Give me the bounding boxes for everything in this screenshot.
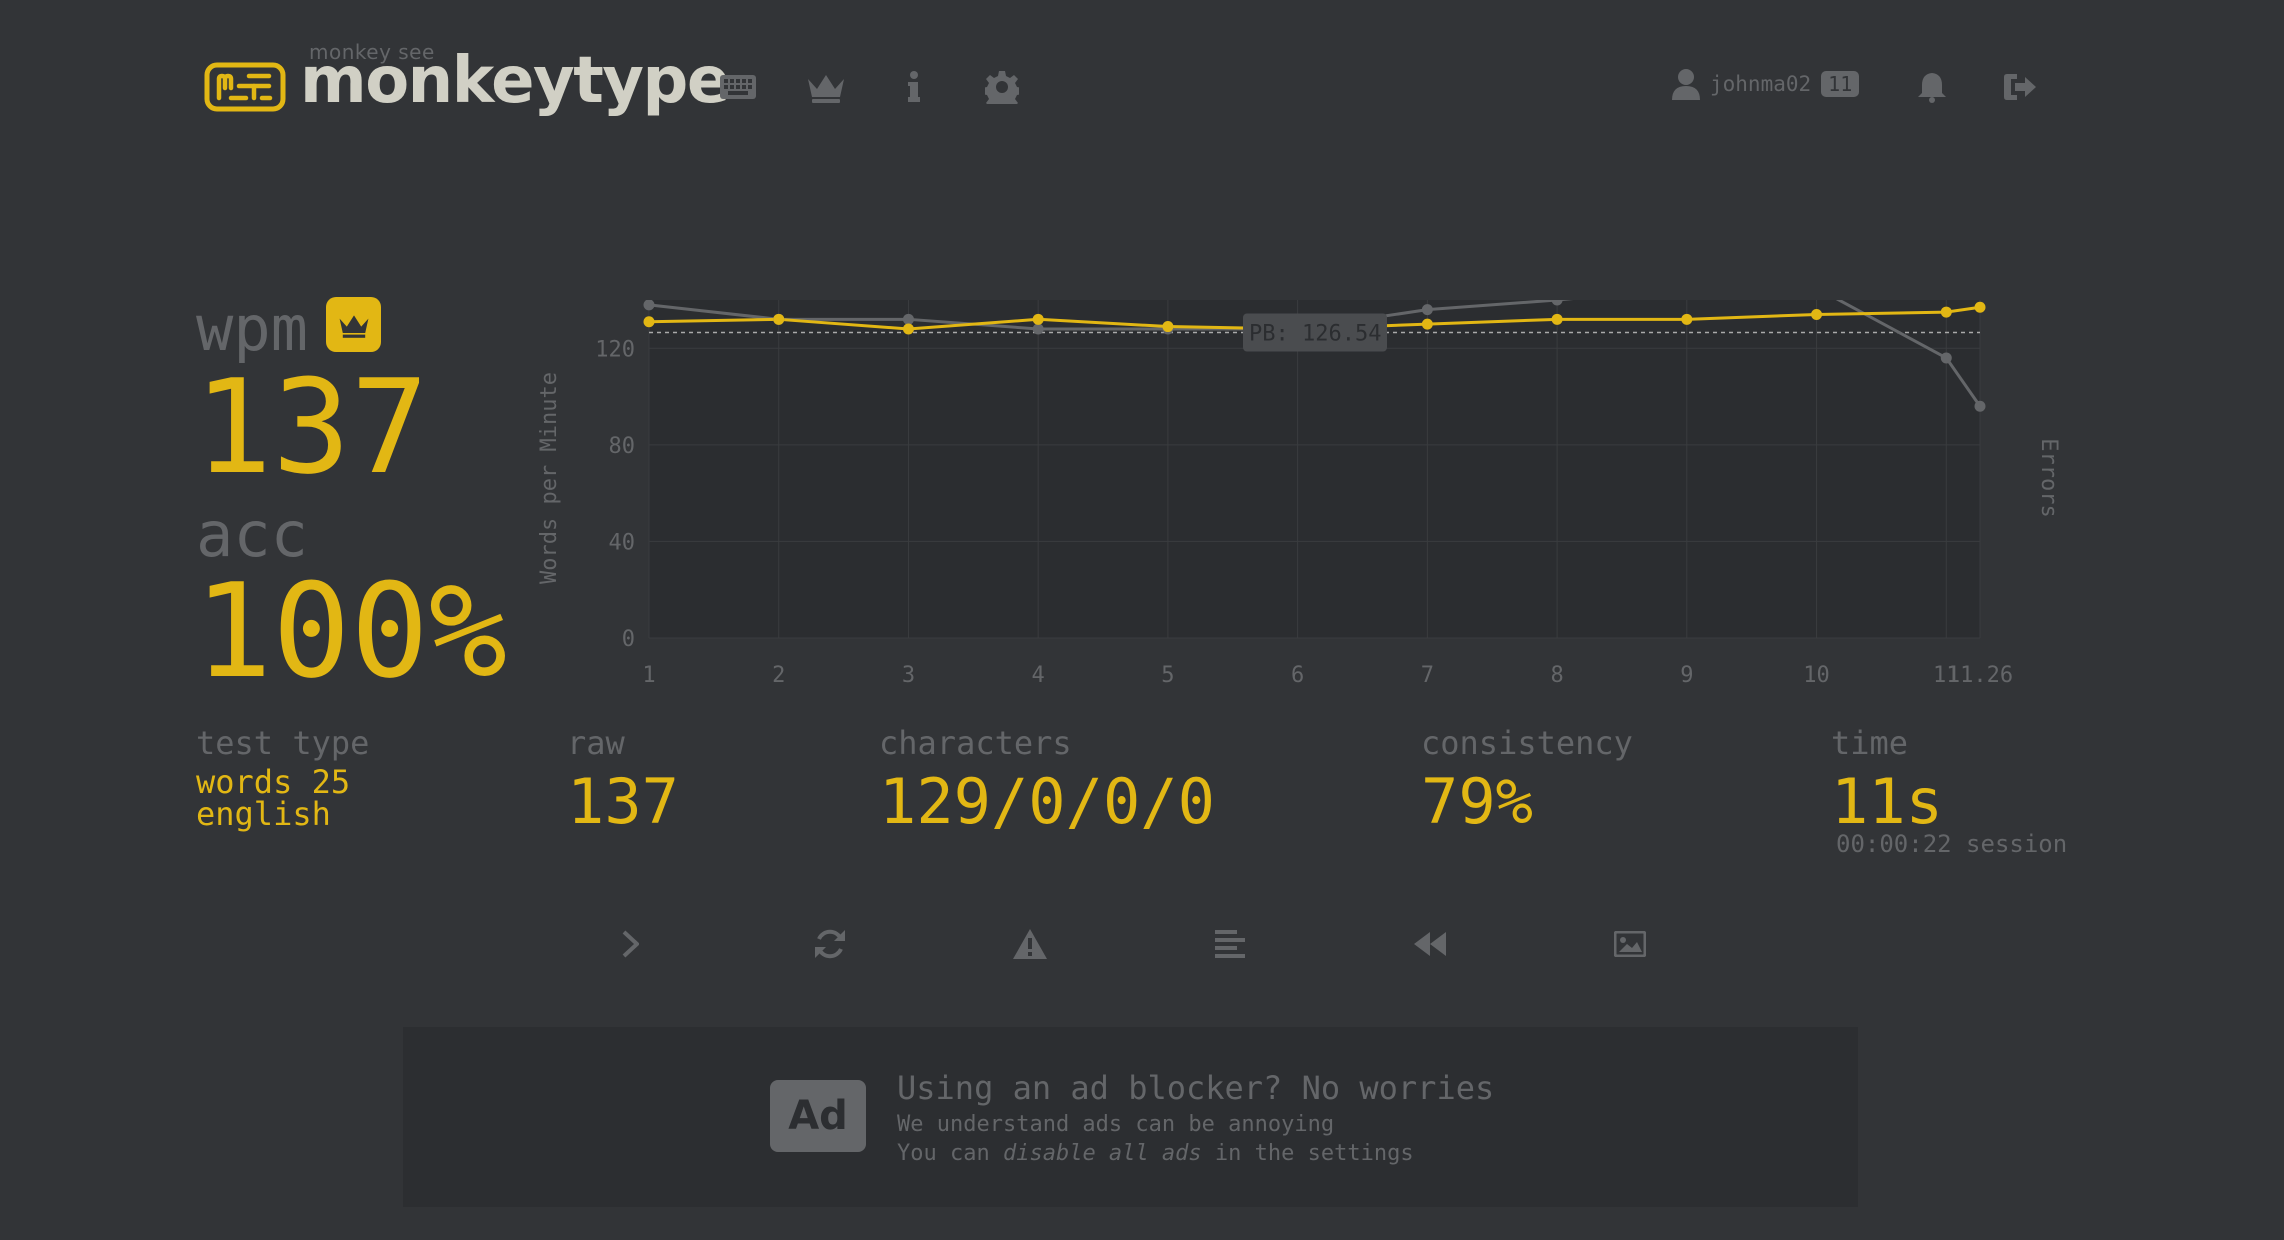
warning-icon: [1012, 928, 1048, 960]
raw-label: raw: [567, 724, 625, 762]
ad-line-2-suffix: in the settings: [1202, 1141, 1414, 1166]
gear-icon[interactable]: [982, 67, 1022, 107]
x-tick-label: 4: [1032, 663, 1045, 688]
acc-value: 100%: [194, 556, 507, 706]
data-point-0: [1941, 307, 1952, 318]
test-type-language: english: [196, 797, 331, 831]
logo-text[interactable]: monkeytype: [300, 44, 729, 118]
y-tick-label: 0: [622, 627, 635, 652]
characters-value: 129/0/0/0: [879, 766, 1215, 838]
ad-line-2-prefix: You can: [897, 1141, 1003, 1166]
data-point-0: [1162, 321, 1173, 332]
data-point-0: [1033, 314, 1044, 325]
test-type-mode: words 25: [196, 765, 350, 799]
bell-icon[interactable]: [1912, 67, 1952, 107]
chevron-right-icon: [621, 930, 639, 958]
data-point-1: [1975, 401, 1986, 412]
data-point-0: [1681, 314, 1692, 325]
characters-label: characters: [879, 724, 1072, 762]
account-username: johnma02: [1710, 72, 1811, 96]
ad-line-2: You can disable all ads in the settings: [897, 1141, 1414, 1166]
x-tick-label: 2: [772, 663, 785, 688]
y-tick-label: 80: [609, 434, 636, 459]
data-point-1: [1941, 352, 1952, 363]
data-point-1: [1422, 304, 1433, 315]
sign-out-icon[interactable]: [2000, 67, 2040, 107]
x-tick-label: 10: [1803, 663, 1830, 688]
y2-axis-label: Errors: [2036, 438, 2061, 517]
y-tick-label: 120: [595, 337, 635, 362]
x-tick-label: 3: [902, 663, 915, 688]
user-icon: [1672, 68, 1700, 100]
report-button[interactable]: [1008, 922, 1052, 966]
data-point-0: [1552, 314, 1563, 325]
consistency-value: 79%: [1421, 766, 1533, 838]
x-tick-label: 1: [642, 663, 655, 688]
y-axis-label: Words per Minute: [537, 372, 562, 584]
data-point-0: [1422, 319, 1433, 330]
crown-icon[interactable]: [806, 67, 846, 107]
pb-crown-icon: [326, 297, 381, 352]
time-value: 11s: [1831, 766, 1943, 838]
data-point-0: [644, 316, 655, 327]
raw-value: 137: [567, 766, 679, 838]
account-level-badge: 11: [1821, 71, 1859, 97]
data-point-1: [903, 314, 914, 325]
data-point-1: [1033, 323, 1044, 334]
account-button[interactable]: johnma02 11: [1672, 68, 1859, 100]
ad-settings-link[interactable]: disable all ads: [1003, 1141, 1202, 1166]
session-time: 00:00:22 session: [1836, 830, 2067, 858]
wpm-chart[interactable]: PB: 126.54 0 40 80 120 1 2 3 4 5 6 7 8 9 10 11 11.26 W…: [535, 300, 2115, 700]
word-history-button[interactable]: [1208, 922, 1252, 966]
x-tick-label: 5: [1161, 663, 1174, 688]
data-point-0: [903, 323, 914, 334]
x-tick-label: 11.26: [1947, 663, 2013, 688]
x-tick-label: 9: [1680, 663, 1693, 688]
ad-title: Using an ad blocker? No worries: [897, 1069, 1494, 1107]
logo-icon[interactable]: [204, 62, 286, 112]
screenshot-button[interactable]: [1608, 922, 1652, 966]
rewind-icon: [1412, 930, 1448, 958]
restart-button[interactable]: [808, 922, 852, 966]
time-label: time: [1831, 724, 1908, 762]
x-tick-label: 7: [1421, 663, 1434, 688]
keyboard-icon[interactable]: [718, 67, 758, 107]
replay-button[interactable]: [1408, 922, 1452, 966]
ad-line-1: We understand ads can be annoying: [897, 1112, 1334, 1137]
ad-badge: Ad: [770, 1080, 866, 1152]
consistency-label: consistency: [1421, 724, 1633, 762]
next-test-button[interactable]: [608, 922, 652, 966]
x-tick-label: 8: [1550, 663, 1563, 688]
align-left-icon: [1215, 930, 1245, 958]
x-tick-label: 6: [1291, 663, 1304, 688]
refresh-icon: [813, 927, 847, 961]
y-tick-label: 40: [609, 530, 636, 555]
wpm-value: 137: [194, 352, 429, 502]
info-icon[interactable]: [894, 67, 934, 107]
pb-label: PB: 126.54: [1249, 321, 1381, 346]
test-type-label: test type: [196, 724, 369, 762]
data-point-0: [773, 314, 784, 325]
image-icon: [1614, 931, 1646, 957]
pb-tooltip: PB: 126.54: [1243, 313, 1387, 351]
data-point-0: [1811, 309, 1822, 320]
data-point-0: [1975, 302, 1986, 313]
